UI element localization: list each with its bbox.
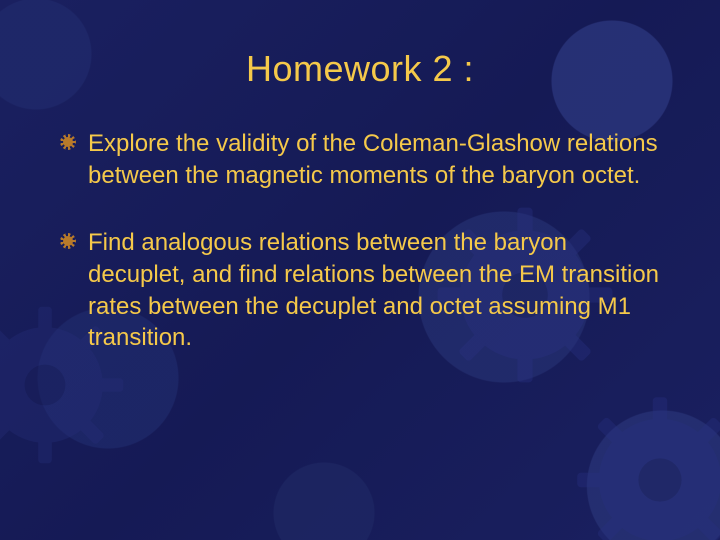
bullet-text: Find analogous relations between the bar… — [88, 227, 660, 354]
gear-icon — [60, 233, 76, 249]
bullet-text: Explore the validity of the Coleman-Glas… — [88, 128, 660, 191]
bullet-item: Explore the validity of the Coleman-Glas… — [60, 128, 660, 191]
bullet-item: Find analogous relations between the bar… — [60, 227, 660, 354]
slide-title: Homework 2 : — [60, 48, 660, 90]
slide-content: Homework 2 : Explore the validity of the… — [0, 0, 720, 540]
gear-icon — [60, 134, 76, 150]
